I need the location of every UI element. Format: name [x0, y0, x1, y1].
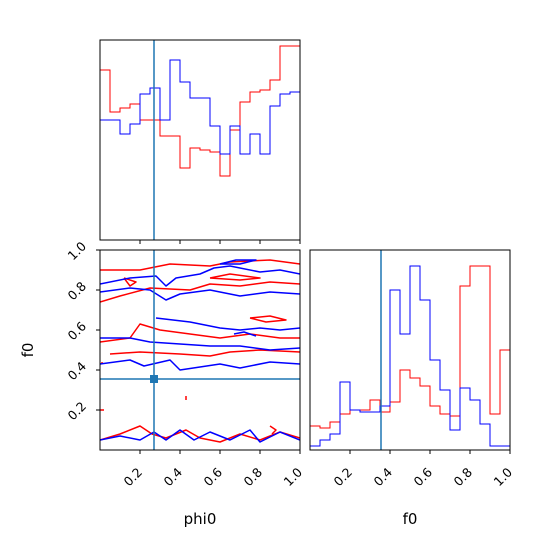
contour-red-level: [100, 281, 300, 303]
contour-red-level: [100, 323, 300, 343]
x-axis-label-phi0: phi0: [184, 510, 217, 528]
histogram-phi0-blue-series: [99, 59, 301, 240]
contour-blue-level: [155, 317, 300, 331]
contour-red-level: [100, 259, 300, 271]
contour-blue-level: [100, 287, 300, 301]
contour-blue-level: [233, 331, 257, 337]
histogram-phi0-panel: [99, 39, 301, 244]
contour-red-level: [100, 425, 300, 443]
y-axis-label-f0: f0: [19, 343, 37, 358]
histogram-phi0-frame: [99, 39, 301, 241]
contour-red-level: [249, 315, 287, 323]
truth-marker: [150, 375, 158, 383]
contour-blue-level: [100, 429, 300, 443]
contour-red-level: [123, 277, 137, 287]
contour-frame: [99, 249, 301, 451]
contour-red-level: [109, 349, 300, 357]
contour-red-level: [209, 273, 261, 281]
contour-lines: [100, 259, 300, 443]
x-axis-label-f0: f0: [403, 510, 418, 528]
histogram-f0-frame: [309, 249, 511, 451]
contour-blue-level: [219, 259, 257, 265]
histogram-phi0-red-series: [99, 45, 301, 240]
contour-blue-level: [100, 359, 300, 371]
histogram-f0-blue-series: [309, 265, 511, 450]
contour-blue-level: [100, 337, 300, 351]
contour-red-level: [269, 425, 277, 435]
contour-blue-level: [100, 265, 300, 287]
